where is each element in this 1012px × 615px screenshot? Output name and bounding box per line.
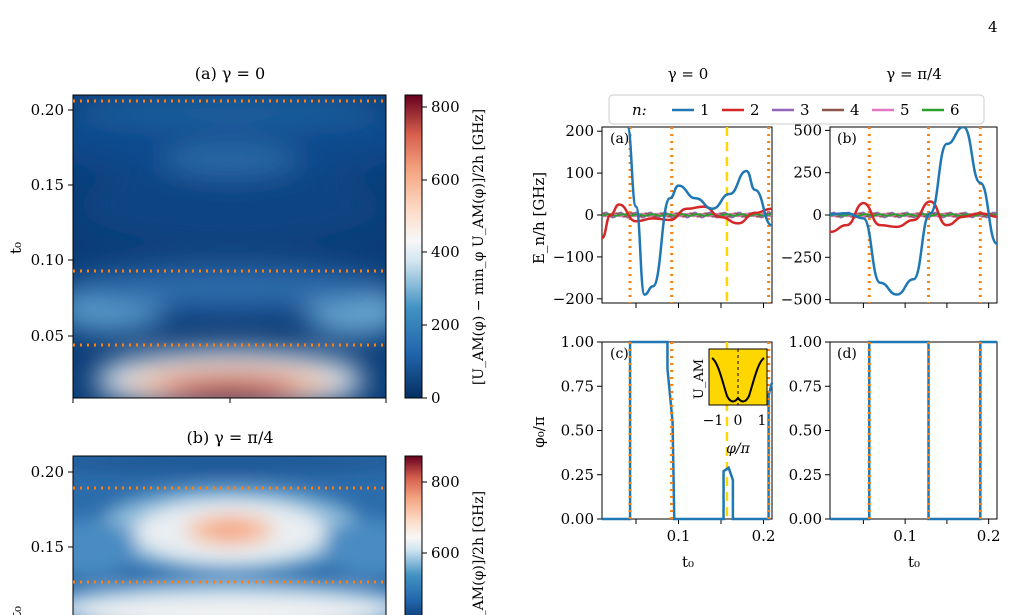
panel-c [602,340,774,521]
panel-a-ylabel: E_n/h [GHz] [530,172,548,264]
panel-d-xlabel: t₀ [908,553,920,571]
heatmap-a-ylabel: t₀ [7,242,25,254]
phi0-step-line [830,340,997,521]
panel-c-xlabel: t₀ [682,553,694,571]
colorbar-a-tick: 400 [431,243,460,261]
series-1-line [626,127,772,296]
legend-label: 4 [850,101,860,119]
ytick-label: 0.75 [789,377,822,395]
legend-label: 6 [950,101,960,119]
panel-d-frame [829,341,998,520]
legend-prefix: n: [632,101,647,119]
colorbar-b: 800 600 U_AM(φ)]/2h [GHz] [404,455,487,615]
panel-a-label: (a) [610,131,629,147]
xtick-label: 0.2 [752,527,776,545]
ytick-label: −200 [553,290,594,308]
ytick-label: 500 [793,121,822,139]
heatmap-a-ytick: 0.05 [31,327,64,345]
colorbar-a-label: [U_AM(φ) − min_φ U_AM(φ)]/2h [GHz] [471,109,487,385]
panel-c-ylabel: φ₀/π [530,416,548,448]
panel-b-label: (b) [837,131,857,147]
ytick-label: 0.50 [789,422,822,440]
heatmap-b-ytick: 0.20 [31,463,64,481]
colorbar-b-label: U_AM(φ)]/2h [GHz] [471,491,487,615]
inset-ylabel: U_AM [692,359,707,399]
heatmap-b-title: (b) γ = π/4 [186,428,273,447]
legend-label: 3 [800,101,810,119]
colorbar-a-tick: 600 [431,171,460,189]
heatmap-a-ytick: 0.10 [31,251,64,269]
column-title: γ = 0 [668,65,709,83]
ytick-label: −100 [553,248,594,266]
colorbar-a-tick: 200 [431,316,460,334]
heatmap-a: (a) γ = 0 0.20 [7,64,487,407]
ytick-label: −250 [781,248,822,266]
heatmap-b-ylabel: t₀ [7,606,25,615]
inset-xtick: 1 [758,413,767,429]
ytick-label: 1.00 [789,333,822,351]
ytick-label: 0 [584,206,594,224]
inset-xtick: −1 [703,413,724,429]
heatmap-a-ytick: 0.15 [31,176,64,194]
page-number: 4 [988,18,998,36]
ytick-label: 0.00 [789,510,822,528]
series-1-line [830,127,997,296]
xtick-label: 0.1 [893,527,917,545]
colorbar-a-tick: 0 [431,389,441,407]
heatmap-a-ytick: 0.20 [31,101,64,119]
ytick-label: 0.50 [561,422,594,440]
panel-a [602,127,772,303]
xtick-label: 0.2 [977,527,1001,545]
series-2-line [602,203,772,240]
legend-label: 1 [700,101,710,119]
ytick-label: 0.25 [789,466,822,484]
ytick-label: 200 [565,122,594,140]
ytick-label: 0.75 [561,377,594,395]
ytick-label: 100 [565,164,594,182]
colorbar-a: 0 200 400 600 800 [U_AM(φ) − min_φ U_AM(… [404,94,487,407]
heatmap-b: (b) γ = π/4 0.20 0.15 [7,428,487,615]
panel-c-label: (c) [610,346,629,362]
ytick-label: 0.25 [561,466,594,484]
ytick-label: −500 [781,291,822,309]
inset-xlabel: φ/π [726,441,751,457]
ytick-label: 0 [812,206,822,224]
ytick-label: 250 [793,164,822,182]
colorbar-a-tick: 800 [431,98,460,116]
inset-panel-c: U_AM −1 0 1 φ/π [692,348,768,457]
inset-xtick: 0 [734,413,743,429]
legend-label: 2 [750,101,760,119]
series-2-line [830,200,997,234]
panel-d [830,340,997,521]
series-line [830,213,997,217]
xtick-label: 0.1 [667,527,691,545]
panel-b [830,127,997,303]
legend-label: 5 [900,101,910,119]
legend: n: 1 2 3 4 5 6 [608,94,985,125]
colorbar-b-tick: 600 [431,544,460,562]
heatmap-b-ytick: 0.15 [31,538,64,556]
ytick-label: 0.00 [561,510,594,528]
heatmap-a-title: (a) γ = 0 [195,64,265,83]
panel-d-label: (d) [837,346,857,362]
colorbar-b-tick: 800 [431,473,460,491]
phi0-step-line [602,340,774,521]
column-title: γ = π/4 [886,65,942,83]
ytick-label: 1.00 [561,333,594,351]
